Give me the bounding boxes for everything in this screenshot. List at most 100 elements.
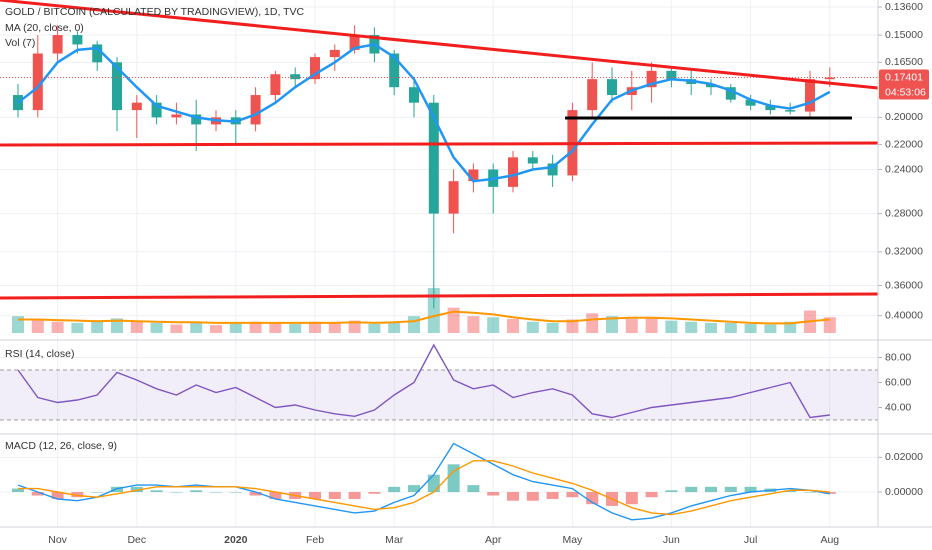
candle-body [448, 181, 459, 214]
candle-body [389, 53, 400, 88]
histogram-bar [31, 492, 44, 496]
candle-body [508, 157, 518, 187]
volume-bar [388, 321, 401, 333]
histogram-bar [724, 486, 737, 493]
labels-layer: GOLD / BITCOIN (CALCULATED BY TRADINGVIE… [5, 1, 926, 546]
candle-body [666, 70, 677, 80]
volume-bar [665, 320, 678, 333]
y-tick-label: 0.02000 [885, 451, 923, 463]
candle-body [349, 35, 360, 50]
volume-bar [685, 321, 698, 333]
volume-bar [348, 320, 361, 333]
volume-bar [467, 316, 480, 333]
x-tick-label: Jul [744, 534, 757, 546]
x-tick-label: 2020 [224, 534, 248, 546]
volume-bar [269, 322, 282, 333]
histogram-bar [111, 486, 123, 493]
y-tick-label: 0.13600 [885, 1, 923, 13]
trend-line [0, 141, 879, 147]
histogram-bar [150, 490, 163, 493]
countdown-label: 04:53:06 [885, 86, 926, 98]
y-tick-label: 80.00 [885, 351, 911, 363]
y-tick-label: 0.40000 [885, 309, 923, 321]
trend-line [0, 292, 879, 300]
histogram-bar [546, 492, 559, 499]
histogram-bar [447, 464, 460, 493]
volume-bar [309, 321, 321, 333]
series-line [17, 43, 831, 183]
histogram-bar [51, 492, 64, 499]
volume-bar [427, 288, 440, 333]
volume-bar [764, 324, 777, 333]
y-tick-label: 0.32000 [885, 246, 923, 258]
trend-line [0, 0, 879, 90]
y-tick-label: 0.20000 [885, 111, 923, 123]
histogram-bar [507, 492, 519, 501]
y-tick-label: 0.28000 [885, 207, 923, 219]
volume-bar [487, 317, 500, 333]
volume-bar [190, 321, 203, 333]
volume-bar [566, 319, 579, 333]
histogram-bar [71, 492, 84, 498]
volume-bar [526, 321, 539, 333]
y-tick-label: 0.24000 [885, 163, 923, 175]
x-tick-label: Aug [820, 534, 839, 546]
drawings-layer [0, 0, 879, 300]
candle-body [250, 95, 261, 125]
histogram-bar [487, 492, 500, 496]
volume-bar [31, 318, 44, 333]
volume-bar [744, 324, 757, 333]
candle-body [131, 102, 142, 111]
y-tick-label: 0.36000 [885, 279, 923, 291]
volume-bar [586, 313, 599, 333]
histogram-bar [348, 492, 361, 499]
candle-body [587, 79, 598, 111]
last-price-label: 0.17401 [885, 71, 923, 83]
x-tick-label: Apr [485, 534, 502, 546]
candle-body [92, 44, 103, 63]
legend-entry: MA (20, close, 0) [5, 22, 84, 34]
histogram-bar [625, 492, 638, 505]
candle-body [428, 102, 439, 214]
grid-layer [0, 0, 882, 527]
candle-body [52, 35, 63, 54]
histogram-bar [526, 492, 539, 501]
histogram-bar [210, 492, 222, 493]
candle-body [329, 49, 340, 58]
histogram-bar [328, 492, 341, 499]
histogram-bar [665, 490, 678, 493]
candle-body [765, 105, 776, 111]
candle-body [72, 35, 83, 45]
volume-bar [645, 317, 658, 333]
volume-bar [91, 320, 104, 333]
volume-bar [705, 322, 717, 333]
candle-body [706, 84, 716, 88]
candle-body [824, 77, 835, 80]
candle-body [468, 169, 479, 182]
histogram-bar [388, 486, 401, 493]
volume-bar [507, 318, 519, 333]
volume-bar [111, 318, 123, 333]
y-tick-label: 0.15000 [885, 29, 923, 41]
series-line [18, 310, 830, 325]
volume-bar [289, 324, 302, 333]
candle-body [290, 74, 301, 80]
volume-bar [210, 325, 222, 333]
histogram-bar [784, 490, 797, 493]
candle-body [151, 102, 162, 118]
candle-body [32, 53, 43, 111]
histogram-bar [91, 492, 104, 493]
volume-bar [625, 318, 638, 333]
candle-body [527, 157, 538, 164]
histogram-bar [190, 490, 203, 493]
candle-body [607, 79, 617, 96]
candle-body [646, 70, 657, 88]
histogram-bar [130, 486, 143, 493]
candle-body [270, 74, 281, 96]
histogram-bar [705, 486, 717, 493]
last-price-box [879, 69, 929, 100]
volume-bar [130, 321, 143, 333]
